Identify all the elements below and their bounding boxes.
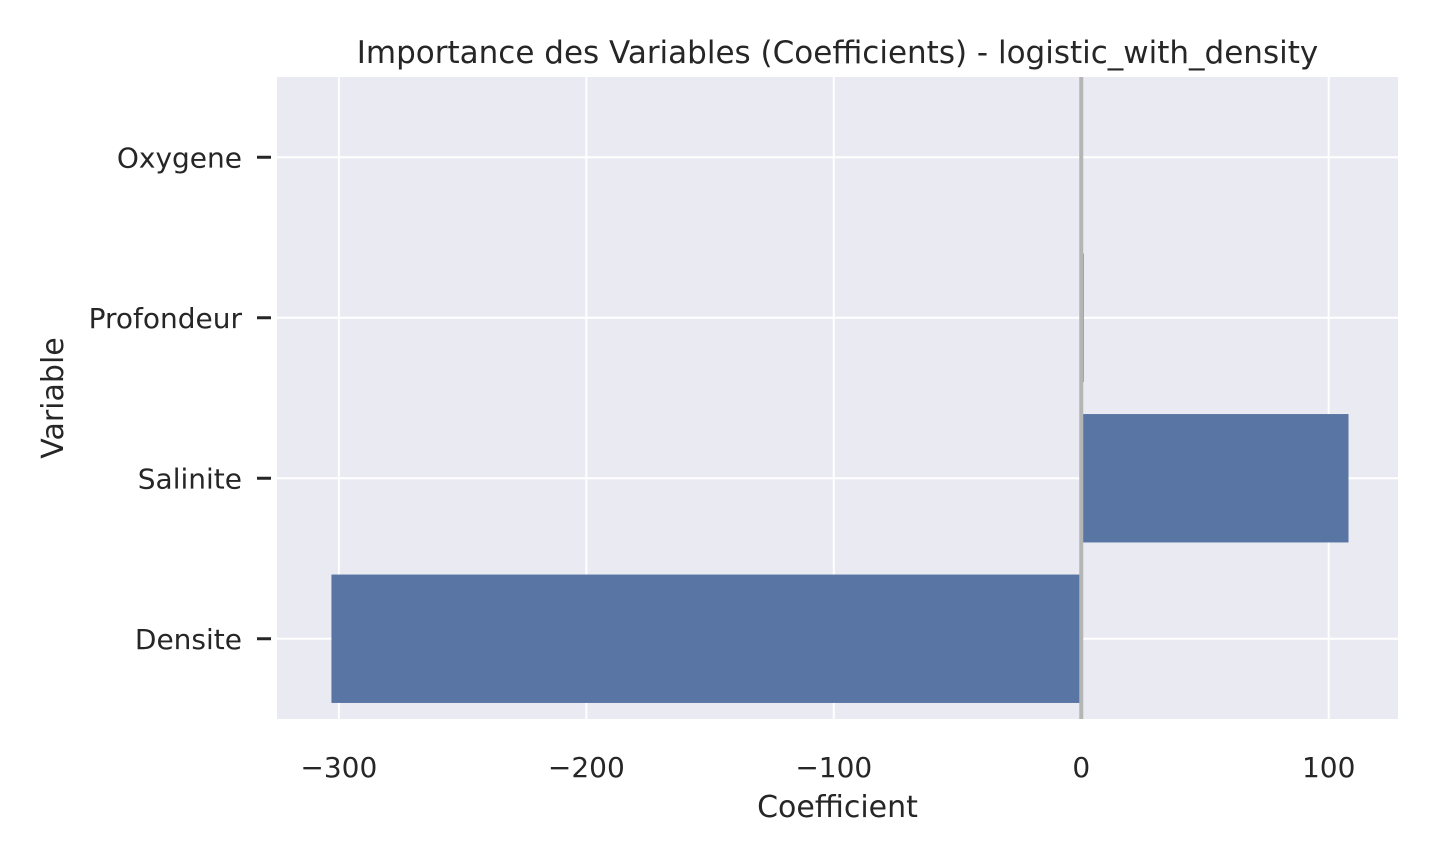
- y-axis-label: Variable: [36, 337, 71, 458]
- y-tick-label: Densite: [135, 623, 242, 656]
- x-tick-label: 0: [1072, 751, 1090, 784]
- x-tick-label: −100: [795, 751, 872, 784]
- y-tick-label: Oxygene: [117, 141, 242, 174]
- x-axis-label: Coefficient: [757, 790, 918, 825]
- x-tick-label: −200: [548, 751, 625, 784]
- bars: [331, 253, 1349, 703]
- y-tick-label: Salinite: [138, 462, 242, 495]
- y-tick-label: Profondeur: [89, 302, 243, 335]
- x-tick-label: 100: [1302, 751, 1355, 784]
- x-tick-label: −300: [300, 751, 377, 784]
- x-axis-ticks: −300 −200 −100 0 100: [300, 751, 1355, 784]
- bar-densite: [331, 574, 1082, 703]
- chart-title: Importance des Variables (Coefficients) …: [357, 35, 1318, 71]
- y-axis-ticks: Oxygene Profondeur Salinite Densite: [89, 141, 271, 656]
- bar-salinite: [1081, 414, 1349, 543]
